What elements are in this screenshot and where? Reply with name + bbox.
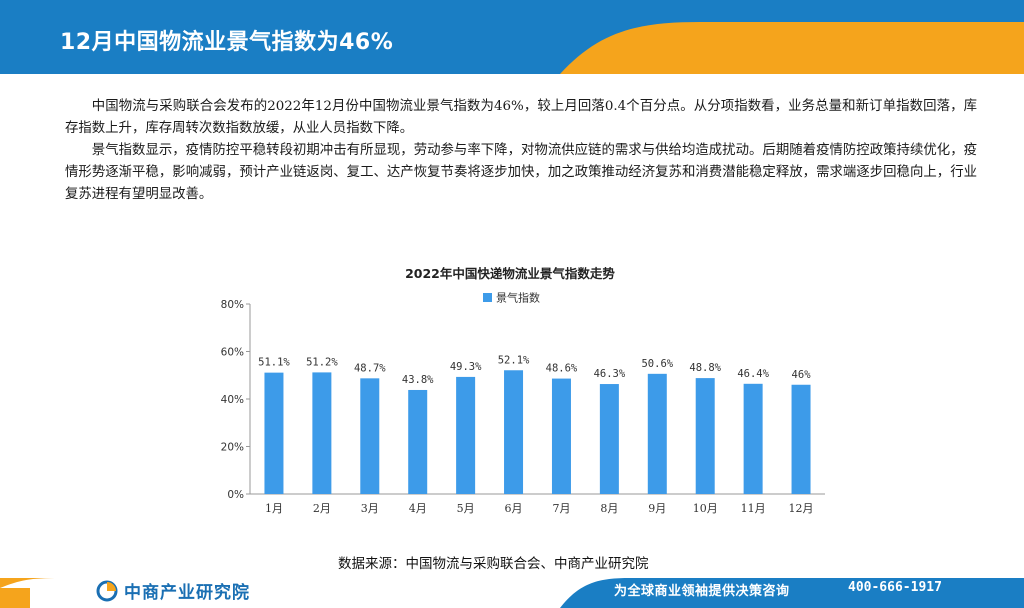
legend-swatch <box>483 293 492 302</box>
bar-6 <box>504 370 524 494</box>
bar-3 <box>360 378 380 494</box>
x-tick-label: 6月 <box>505 502 523 515</box>
x-tick-label: 9月 <box>648 502 666 515</box>
data-label: 46% <box>792 369 812 381</box>
x-tick-label: 2月 <box>313 502 331 515</box>
bar-9 <box>647 373 667 494</box>
bar-5 <box>456 376 476 494</box>
chart-svg: 2022年中国快递物流业景气指数走势 景气指数 0% 20% 40% 60% 80% 5… <box>221 266 825 515</box>
zhongshang-logo-icon <box>96 580 118 601</box>
bar-4 <box>408 389 428 494</box>
x-tick-label: 3月 <box>361 502 379 515</box>
y-tick-label: 20% <box>221 442 244 454</box>
x-tick-label: 12月 <box>789 502 814 515</box>
x-tick-label: 4月 <box>409 502 427 515</box>
x-tick-label: 11月 <box>741 502 766 515</box>
data-label: 46.4% <box>737 368 769 380</box>
header-background <box>0 0 1024 74</box>
header-banner: 12月中国物流业景气指数为46% <box>0 0 1024 74</box>
legend-label: 景气指数 <box>496 291 540 305</box>
chart-title: 2022年中国快递物流业景气指数走势 <box>405 266 615 281</box>
data-label: 52.1% <box>498 354 530 366</box>
bar-10 <box>695 378 715 494</box>
bar-7 <box>551 378 571 494</box>
data-label: 51.2% <box>306 356 338 368</box>
logo-text: 中商产业研究院 <box>124 583 250 603</box>
paragraph-1: 中国物流与采购联合会发布的2022年12月份中国物流业景气指数为46%，较上月回… <box>65 99 977 136</box>
x-tick-label: 10月 <box>693 502 718 515</box>
data-label: 48.6% <box>546 363 578 375</box>
brand-logo: 中商产业研究院 <box>96 578 250 603</box>
x-tick-label: 8月 <box>600 502 618 515</box>
footer-banner <box>0 574 1024 608</box>
data-source: 数据来源：中国物流与采购联合会、中商产业研究院 <box>338 556 649 572</box>
bar-11 <box>743 383 763 494</box>
bar-8 <box>599 384 619 494</box>
y-tick-label: 60% <box>221 347 244 359</box>
y-tick-label: 0% <box>227 489 244 501</box>
chart-legend: 景气指数 <box>483 291 540 305</box>
data-label: 50.6% <box>641 358 673 370</box>
bar-chart: 2022年中国快递物流业景气指数走势 景气指数 0% 20% 40% 60% 80% 5… <box>210 258 830 528</box>
data-label: 49.3% <box>450 361 482 373</box>
bar-1 <box>264 372 284 494</box>
page-title: 12月中国物流业景气指数为46% <box>60 30 394 55</box>
data-label: 48.7% <box>354 362 386 374</box>
footer-background <box>0 578 1024 608</box>
bar-2 <box>312 372 332 494</box>
body-text: 中国物流与采购联合会发布的2022年12月份中国物流业景气指数为46%，较上月回… <box>65 96 977 206</box>
y-tick-label: 80% <box>221 299 244 311</box>
footer-phone: 400-666-1917 <box>848 580 942 595</box>
x-tick-label: 1月 <box>265 502 283 515</box>
footer-slogan: 为全球商业领袖提供决策咨询 <box>614 584 790 599</box>
x-tick-label: 5月 <box>457 502 475 515</box>
data-label: 51.1% <box>258 357 290 369</box>
bar-12 <box>791 384 811 494</box>
data-label: 48.8% <box>689 362 721 374</box>
x-tick-label: 7月 <box>552 502 570 515</box>
data-label: 43.8% <box>402 374 434 386</box>
data-label: 46.3% <box>594 368 626 380</box>
paragraph-2: 景气指数显示，疫情防控平稳转段初期冲击有所显现，劳动参与率下降，对物流供应链的需… <box>65 143 977 202</box>
y-tick-label: 40% <box>221 394 244 406</box>
